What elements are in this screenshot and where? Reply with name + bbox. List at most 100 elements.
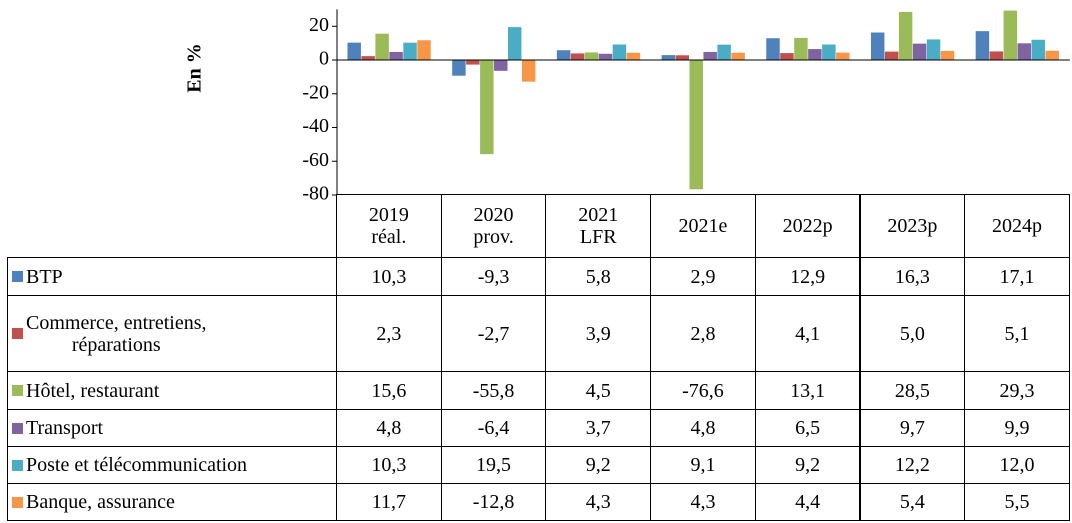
bar bbox=[417, 40, 431, 61]
bar bbox=[466, 60, 480, 65]
bar bbox=[870, 32, 885, 61]
category-header: 2024p bbox=[964, 194, 1070, 258]
bar bbox=[703, 51, 717, 61]
category-header: 2021 LFR bbox=[545, 194, 652, 258]
legend-swatch bbox=[12, 385, 23, 396]
bar bbox=[689, 60, 703, 190]
bar bbox=[766, 38, 780, 61]
bar bbox=[570, 53, 585, 61]
legend-swatch bbox=[12, 459, 23, 471]
legend-label: Poste et télécommunication bbox=[26, 454, 248, 476]
bar bbox=[347, 42, 361, 61]
y-tick-label: -40 bbox=[302, 115, 329, 137]
bar bbox=[975, 31, 990, 61]
bar bbox=[912, 43, 927, 61]
table-value: 2,8 bbox=[650, 295, 756, 372]
table-value: 11,7 bbox=[336, 483, 442, 521]
legend-swatch bbox=[12, 496, 23, 508]
y-axis-label: En % bbox=[184, 43, 206, 92]
table-value: 4,5 bbox=[545, 371, 652, 410]
category-header: 2023p bbox=[859, 194, 966, 258]
table-value: 5,0 bbox=[859, 295, 966, 372]
bar bbox=[389, 51, 403, 61]
bar bbox=[808, 49, 822, 61]
legend-entry: Transport bbox=[7, 409, 337, 447]
table-value: 4,4 bbox=[754, 483, 861, 521]
bar bbox=[661, 55, 676, 61]
table-value: 4,3 bbox=[650, 483, 756, 521]
table-value: 17,1 bbox=[964, 257, 1070, 296]
legend-label: Transport bbox=[26, 417, 104, 439]
legend-label: Banque, assurance bbox=[26, 491, 175, 513]
table-value: 4,3 bbox=[545, 483, 652, 521]
y-tick-label: -20 bbox=[302, 81, 329, 103]
table-value: 9,1 bbox=[650, 446, 756, 484]
table-value: 2,9 bbox=[650, 257, 756, 296]
bar bbox=[926, 39, 941, 61]
table-value: 13,1 bbox=[754, 371, 861, 410]
legend-entry: Banque, assurance bbox=[7, 483, 337, 521]
bar bbox=[1017, 43, 1032, 61]
table-value: 2,3 bbox=[336, 295, 442, 372]
table-value: 4,8 bbox=[650, 409, 756, 447]
bar bbox=[612, 44, 627, 61]
bar bbox=[884, 51, 899, 61]
legend-label: BTP bbox=[26, 265, 63, 288]
bar bbox=[717, 44, 731, 61]
bar bbox=[508, 27, 522, 61]
table-value: 9,9 bbox=[964, 409, 1070, 447]
bar bbox=[480, 60, 494, 155]
table-value: -76,6 bbox=[650, 371, 756, 410]
legend-swatch bbox=[12, 422, 23, 434]
category-header: 2021e bbox=[650, 194, 756, 258]
y-tick-label: -80 bbox=[302, 183, 329, 205]
legend-label: Hôtel, restaurant bbox=[26, 379, 160, 402]
bar bbox=[375, 33, 389, 61]
table-value: 15,6 bbox=[336, 371, 442, 410]
table-value: 4,8 bbox=[336, 409, 442, 447]
bar bbox=[731, 52, 745, 61]
table-value: 4,1 bbox=[754, 295, 861, 372]
legend-entry: Commerce, entretiens, réparations bbox=[7, 295, 337, 372]
bar bbox=[822, 44, 836, 61]
bar bbox=[584, 52, 599, 61]
bar bbox=[675, 55, 689, 61]
legend-swatch bbox=[12, 271, 23, 282]
table-value: 3,7 bbox=[545, 409, 652, 447]
table-value: 10,3 bbox=[336, 446, 442, 484]
legend-entry: Poste et télécommunication bbox=[7, 446, 337, 484]
table-value: 9,2 bbox=[754, 446, 861, 484]
bar bbox=[494, 60, 508, 71]
bar bbox=[521, 60, 536, 82]
table-value: 6,5 bbox=[754, 409, 861, 447]
table-value: 28,5 bbox=[859, 371, 966, 410]
bar bbox=[898, 11, 913, 61]
y-tick-label: 0 bbox=[319, 48, 329, 70]
legend-swatch bbox=[12, 328, 23, 339]
table-value: 29,3 bbox=[964, 371, 1070, 410]
bar bbox=[836, 52, 850, 61]
table-value: 19,5 bbox=[440, 446, 547, 484]
table-value: 5,5 bbox=[964, 483, 1070, 521]
category-header: 2019 réal. bbox=[336, 194, 442, 258]
table-value: 5,4 bbox=[859, 483, 966, 521]
bar bbox=[452, 60, 466, 76]
category-header: 2020 prov. bbox=[440, 194, 547, 258]
bar bbox=[626, 52, 641, 61]
legend-label: Commerce, entretiens, réparations bbox=[26, 311, 207, 356]
bar bbox=[598, 53, 613, 61]
table-value: 12,0 bbox=[964, 446, 1070, 484]
table-value: 3,9 bbox=[545, 295, 652, 372]
table-value: 10,3 bbox=[336, 257, 442, 296]
bar bbox=[1045, 50, 1059, 61]
table-value: 12,2 bbox=[859, 446, 966, 484]
table-value: 5,8 bbox=[545, 257, 652, 296]
bar bbox=[1031, 39, 1045, 61]
table-value: 16,3 bbox=[859, 257, 966, 296]
bar bbox=[794, 37, 808, 61]
legend-entry: BTP bbox=[7, 257, 337, 296]
table-value: 9,2 bbox=[545, 446, 652, 484]
bar bbox=[989, 51, 1004, 61]
